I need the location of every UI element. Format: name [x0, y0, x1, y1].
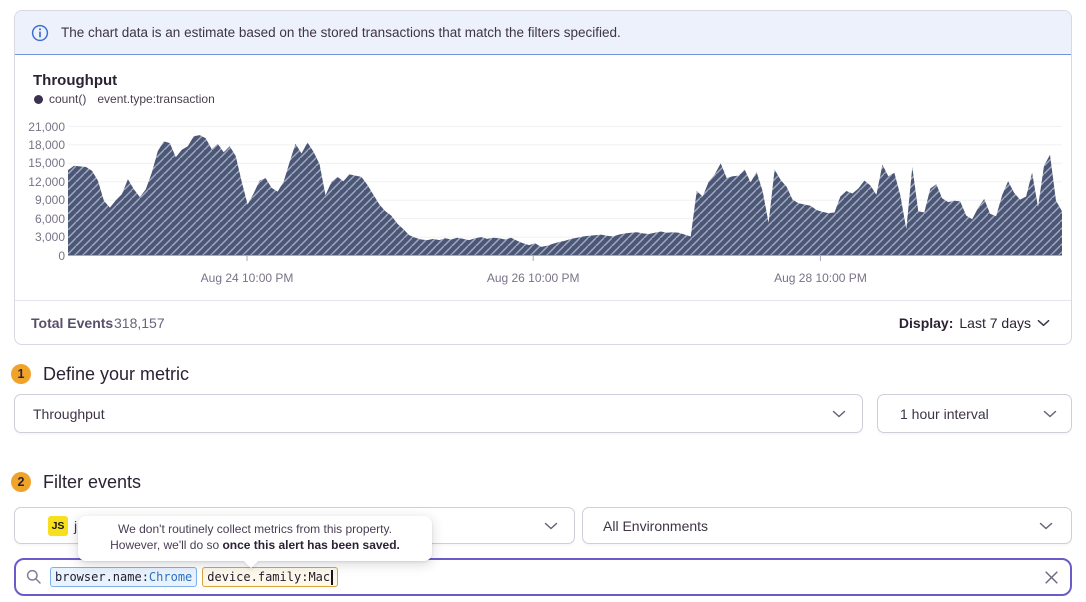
estimate-banner: The chart data is an estimate based on t…: [15, 11, 1071, 55]
chevron-down-icon: [544, 522, 558, 530]
token-key: device.family:: [207, 570, 309, 584]
banner-text: The chart data is an estimate based on t…: [61, 25, 621, 40]
filter-token-browser-name[interactable]: browser.name: Chrome: [50, 567, 198, 587]
info-icon: [31, 24, 49, 41]
area-series: [68, 135, 1062, 256]
x-axis-tick-label: Aug 26 10:00 PM: [486, 271, 580, 285]
y-axis-tick-label: 6,000: [34, 211, 65, 226]
y-axis-tick-label: 9,000: [34, 193, 65, 208]
chart-title: Throughput: [33, 72, 118, 89]
interval-select[interactable]: 1 hour interval: [877, 394, 1072, 433]
token-key: browser.name:: [55, 570, 149, 584]
metrics-tooltip: We don't routinely collect metrics from …: [78, 516, 432, 569]
javascript-platform-icon: JS: [48, 515, 68, 536]
chevron-down-icon: [832, 410, 846, 418]
total-events-label: Total Events: [31, 315, 114, 331]
text-cursor: [331, 569, 333, 585]
step-1-heading: Define your metric: [43, 364, 190, 384]
tooltip-line-2: However, we'll do so once this alert has…: [110, 537, 400, 552]
y-axis-tick-label: 15,000: [28, 156, 65, 171]
environment-select-value: All Environments: [603, 517, 709, 534]
y-axis-tick-label: 21,000: [28, 119, 65, 134]
metric-select[interactable]: Throughput: [14, 394, 863, 433]
close-icon: [1045, 570, 1058, 584]
metric-select-value: Throughput: [33, 405, 105, 422]
legend-query: event.type:transaction: [97, 92, 215, 106]
total-events-value: 318,157: [114, 315, 165, 331]
search-icon: [26, 569, 41, 584]
chevron-down-icon: [1037, 319, 1050, 327]
tooltip-line-1: We don't routinely collect metrics from …: [118, 522, 392, 536]
clear-search-button[interactable]: [1045, 570, 1058, 584]
y-axis-tick-label: 12,000: [28, 174, 65, 189]
chart-footer-divider: [15, 300, 1071, 301]
token-value: Chrome: [148, 570, 193, 584]
chart-legend: count() event.type:transaction: [34, 92, 215, 106]
step-1-badge: 1: [11, 364, 31, 384]
environment-select[interactable]: All Environments: [582, 507, 1072, 544]
step-2-heading: Filter events: [43, 472, 142, 492]
y-axis-tick-label: 18,000: [28, 137, 65, 152]
step-2-badge: 2: [11, 472, 31, 492]
legend-dot: [34, 94, 43, 104]
chevron-down-icon: [1043, 410, 1057, 418]
token-value: Mac: [308, 570, 331, 584]
display-label: Display:: [898, 315, 954, 331]
legend-series: count(): [49, 92, 87, 106]
x-axis-tick-label: Aug 24 10:00 PM: [200, 271, 294, 285]
display-period-dropdown[interactable]: Display: Last 7 days: [899, 315, 1050, 331]
interval-select-value: 1 hour interval: [900, 405, 989, 422]
y-axis-tick-label: 3,000: [34, 230, 65, 245]
throughput-plot[interactable]: [68, 126, 1062, 262]
x-axis-tick-label: Aug 28 10:00 PM: [774, 271, 867, 285]
chevron-down-icon: [1039, 522, 1053, 530]
filter-token-device-family[interactable]: device.family: Mac: [202, 567, 338, 587]
search-filter-input[interactable]: browser.name: Chrome device.family: Mac: [14, 558, 1072, 596]
y-axis-tick-label: 0: [58, 248, 65, 263]
display-value: Last 7 days: [959, 315, 1031, 331]
project-select-value: j: [74, 517, 78, 534]
